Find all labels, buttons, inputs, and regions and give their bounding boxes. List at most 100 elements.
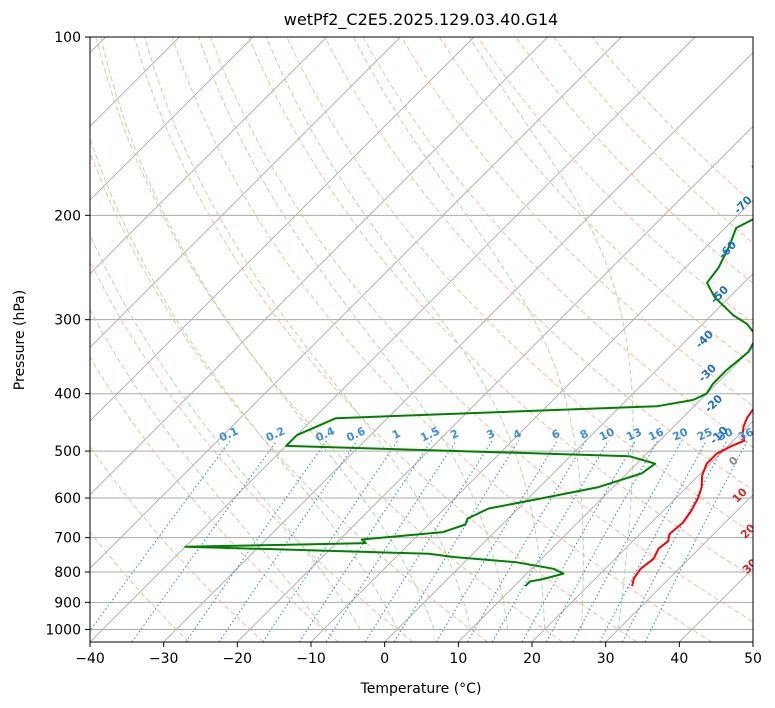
moist-adiabat (90, 308, 324, 630)
mixing-ratio-line (364, 440, 493, 642)
isotherm-line (384, 273, 753, 642)
x-axis-ticks: −40 −30 −20 −10 0 10 20 30 40 50 (75, 642, 762, 667)
moist-adiabat (353, 37, 584, 630)
temperature-profile (631, 407, 753, 587)
line-label: -40 (693, 328, 716, 351)
line-label: 10 (730, 485, 750, 505)
isotherm-line (163, 52, 753, 642)
isotherm-line (458, 346, 753, 642)
mixing-ratio-label: 13 (624, 425, 643, 443)
x-tick-label: 20 (523, 651, 541, 667)
mixing-ratio-label: 10 (597, 425, 617, 443)
moist-adiabat (90, 233, 361, 630)
mixing-ratio-line (521, 440, 637, 642)
y-tick-label: 700 (54, 531, 81, 547)
dry-adiabat (90, 445, 264, 642)
mixing-ratio-label: 3 (485, 427, 497, 442)
mixing-ratio-line (90, 440, 231, 632)
y-tick-label: 1000 (45, 622, 81, 638)
dry-adiabat (90, 356, 339, 642)
line-label: -60 (716, 238, 739, 261)
line-label: -80 (747, 148, 770, 171)
plot-area: 0.10.20.40.611.52346810131620253036-100-… (90, 37, 775, 642)
moist-adiabat (198, 37, 509, 630)
mixing-ratio-line (644, 440, 748, 642)
y-tick-label: 500 (54, 444, 81, 460)
dewpoint-profile (184, 218, 753, 587)
mixing-ratio-line (435, 440, 558, 642)
y-tick-label: 400 (54, 387, 81, 403)
moist-adiabat (100, 37, 435, 630)
y-tick-label: 100 (54, 30, 81, 46)
y-tick-label: 600 (54, 491, 81, 507)
x-tick-label: −10 (296, 651, 326, 667)
x-tick-label: −30 (149, 651, 179, 667)
line-label: -20 (702, 392, 725, 415)
dry-adiabat (133, 37, 638, 642)
mixing-ratio-line (572, 440, 683, 642)
mixing-ratio-label: 36 (736, 425, 756, 443)
line-label: 40 (751, 590, 771, 610)
mixing-ratio-label: 1 (390, 427, 402, 442)
y-tick-label: 900 (54, 595, 81, 611)
mixing-ratio-line (491, 440, 609, 642)
mixing-ratio-label: 8 (578, 427, 590, 442)
background-lines (90, 37, 753, 642)
line-label: 30 (740, 556, 760, 576)
mixing-ratio-line (185, 440, 328, 642)
mixing-ratio-line (393, 440, 520, 642)
moist-adiabat (265, 37, 546, 630)
mixing-ratio-line (325, 440, 457, 642)
mixing-ratio-line (545, 440, 659, 642)
mixing-ratio-line (621, 440, 728, 642)
dry-adiabat (90, 150, 488, 642)
moist-adiabat (144, 37, 472, 630)
isotherm-line (90, 37, 696, 642)
dry-adiabat (400, 37, 753, 407)
x-tick-label: −20 (223, 651, 253, 667)
mixing-ratio-label: 30 (716, 425, 736, 443)
mixing-ratio-label: 2 (448, 427, 460, 442)
mixing-ratio-label: 0.1 (217, 424, 240, 444)
y-tick-label: 200 (54, 208, 81, 224)
series-layer (184, 218, 753, 587)
isotherm-line (90, 37, 254, 201)
dry-adiabat (95, 37, 563, 642)
dry-adiabat (90, 531, 190, 642)
dry-adiabat (553, 37, 753, 244)
dry-adiabat (248, 37, 753, 578)
isotherm-line (90, 37, 622, 569)
x-tick-label: 30 (597, 651, 615, 667)
x-tick-label: 50 (744, 651, 762, 667)
dry-adiabat (324, 37, 753, 491)
isotherm-line (237, 125, 753, 642)
isotherm-line (90, 37, 327, 275)
mixing-ratio-line (262, 440, 399, 642)
x-axis-label: Temperature (°C) (360, 681, 482, 697)
moist-adiabat (90, 136, 398, 630)
mixing-ratio-label: 0.2 (264, 424, 287, 444)
mixing-ratio-label: 20 (671, 425, 691, 443)
line-labels: 0.10.20.40.611.52346810131620253036-100-… (217, 104, 775, 610)
mixing-ratio-label: 16 (646, 425, 666, 443)
x-tick-label: 40 (670, 651, 688, 667)
dry-adiabat (171, 37, 712, 642)
mixing-ratio-line (298, 440, 432, 642)
isotherm-line (90, 37, 401, 348)
mixing-ratio-line (467, 440, 587, 642)
mixing-ratio-line (218, 440, 358, 642)
y-axis-ticks: 1000 900 800 700 600 500 400 300 200 100 (45, 30, 90, 638)
x-tick-label: 10 (449, 651, 467, 667)
y-axis-label: Pressure (hPa) (12, 290, 28, 390)
x-tick-label: 0 (380, 651, 389, 667)
line-label: -90 (769, 104, 775, 127)
isotherm-line (90, 37, 548, 496)
mixing-ratio-label: 25 (695, 425, 714, 443)
y-tick-label: 800 (54, 565, 81, 581)
line-label: -70 (731, 193, 754, 216)
y-tick-label: 300 (54, 313, 81, 329)
isotherm-line (679, 567, 753, 642)
isotherm-line (752, 641, 753, 642)
isotherm-line (531, 420, 753, 642)
